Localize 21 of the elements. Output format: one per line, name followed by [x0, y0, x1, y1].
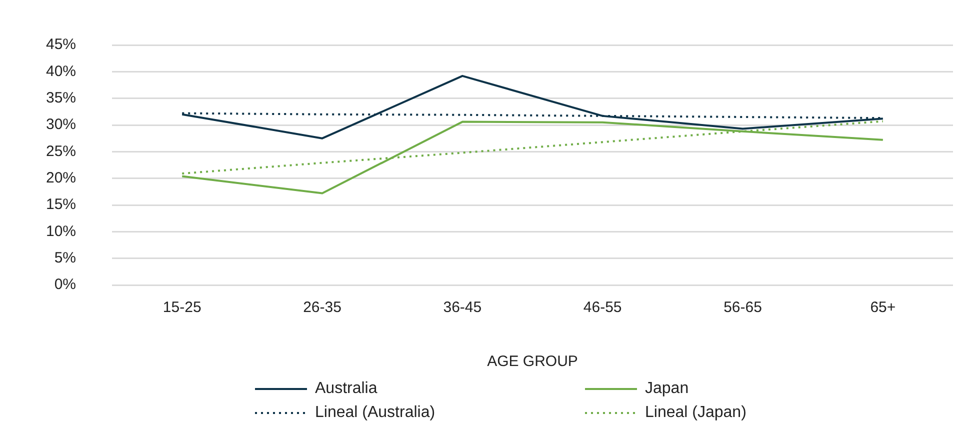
y-tick-label: 10%: [46, 222, 76, 240]
y-tick-label: 30%: [46, 116, 76, 134]
legend-label: Lineal (Japan): [645, 404, 746, 422]
x-axis-title: AGE GROUP: [487, 353, 578, 370]
legend-label: Japan: [645, 380, 689, 398]
x-tick-label: 26-35: [303, 299, 342, 316]
y-tick-label: 25%: [46, 142, 76, 160]
y-tick-label: 5%: [54, 249, 76, 266]
y-tick-label: 0%: [54, 276, 76, 294]
x-tick-label: 56-65: [724, 299, 762, 316]
x-tick-label: 65+: [870, 299, 896, 316]
y-tick-label: 15%: [46, 196, 76, 214]
y-tick-label: 20%: [46, 169, 76, 186]
x-tick-label: 36-45: [443, 299, 482, 316]
legend-label: Australia: [315, 380, 378, 398]
y-tick-label: 45%: [46, 36, 76, 54]
y-tick-label: 40%: [46, 62, 76, 80]
x-tick-label: 15-25: [162, 299, 202, 316]
legend-label: Lineal (Australia): [315, 404, 436, 422]
x-tick-label: 46-55: [583, 299, 622, 316]
y-tick-label: 35%: [46, 89, 76, 106]
